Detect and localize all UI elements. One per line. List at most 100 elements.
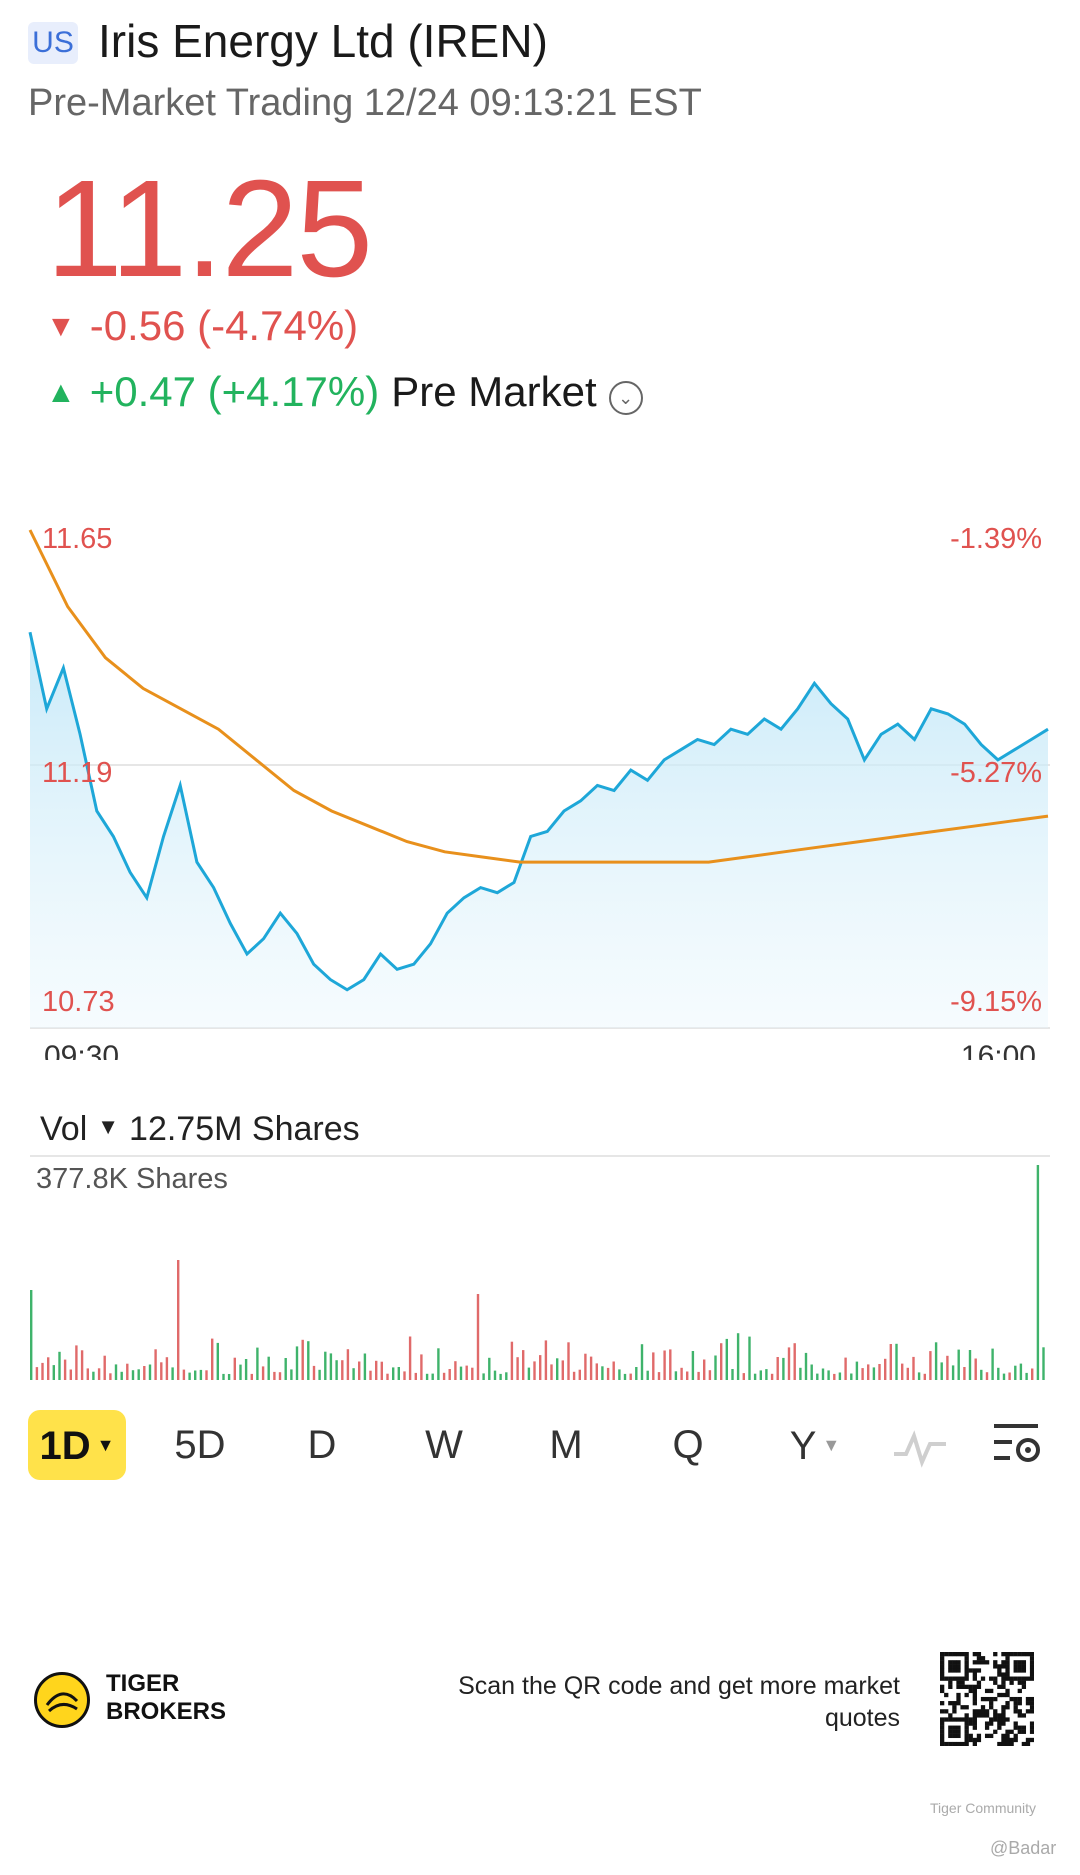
pre-market-row[interactable]: ▲ +0.47 (+4.17%) Pre Market ⌄ [46, 368, 643, 416]
volume-bar [386, 1373, 389, 1380]
volume-bar [30, 1290, 33, 1380]
volume-bar [663, 1350, 666, 1380]
period-tab-m[interactable]: M [549, 1423, 583, 1467]
volume-bar [606, 1367, 610, 1380]
volume-bar [1002, 1373, 1006, 1380]
volume-bar [946, 1355, 949, 1380]
volume-bar [392, 1367, 395, 1380]
volume-bar [505, 1372, 508, 1380]
volume-selector[interactable]: Vol ▼ 12.75M Shares [40, 1110, 360, 1149]
volume-bar [205, 1370, 208, 1380]
volume-bar [895, 1343, 898, 1380]
volume-bar [669, 1349, 672, 1380]
volume-bar [471, 1367, 474, 1380]
volume-bar [934, 1342, 938, 1380]
volume-bar [482, 1373, 485, 1380]
volume-bar [878, 1364, 881, 1380]
period-tab-1d[interactable]: 1D ▼ [28, 1410, 126, 1480]
volume-bar [465, 1365, 468, 1380]
volume-bar [369, 1370, 372, 1380]
volume-bar [425, 1373, 429, 1380]
volume-bar [1025, 1372, 1028, 1380]
volume-bar [1014, 1365, 1017, 1380]
volume-bar [346, 1349, 350, 1380]
volume-bar [544, 1340, 548, 1380]
volume-bar [867, 1364, 870, 1380]
volume-bar [86, 1368, 89, 1380]
volume-bar [680, 1367, 683, 1380]
volume-bar [635, 1367, 638, 1380]
qr-code[interactable] [940, 1652, 1034, 1746]
volume-bar [527, 1367, 531, 1380]
volume-bar [748, 1336, 751, 1380]
volume-bar [341, 1360, 344, 1380]
volume-bar [47, 1357, 50, 1380]
volume-bar [776, 1357, 779, 1380]
volume-bar [584, 1353, 587, 1380]
volume-bar [137, 1369, 140, 1380]
volume-bar [623, 1373, 627, 1380]
time-axis-end-label: 16:00 [961, 1040, 1036, 1060]
volume-bar [363, 1353, 367, 1380]
volume-bar [239, 1364, 242, 1380]
volume-bar [850, 1373, 853, 1380]
volume-bar [550, 1364, 553, 1380]
volume-bar [80, 1350, 84, 1380]
volume-bar [165, 1357, 169, 1380]
volume-bar [572, 1371, 576, 1380]
period-tab-5d[interactable]: 5D [174, 1423, 226, 1467]
period-tab-q[interactable]: Q [672, 1423, 704, 1467]
volume-bar [691, 1351, 695, 1380]
volume-bar [510, 1341, 514, 1380]
period-tab-w[interactable]: W [425, 1423, 463, 1467]
volume-bar [459, 1366, 463, 1380]
volume-bar [991, 1348, 994, 1380]
dropdown-arrow-icon: ▼ [822, 1435, 841, 1455]
volume-bar [109, 1373, 112, 1380]
period-tab-d[interactable]: D [307, 1423, 337, 1467]
volume-bar [742, 1373, 745, 1380]
volume-bar [358, 1361, 361, 1380]
author-watermark: @Badar [990, 1838, 1057, 1858]
volume-bar [194, 1370, 197, 1380]
price-area-fill [30, 632, 1048, 1028]
volume-bar [160, 1362, 163, 1380]
volume-bar [431, 1373, 434, 1380]
volume-bar [816, 1373, 819, 1380]
volume-bar [1019, 1363, 1023, 1380]
volume-bar [765, 1369, 768, 1380]
intraday-chart[interactable]: 11.65 11.19 10.73 -1.39% -5.27% -9.15% 0… [0, 500, 1080, 1060]
volume-bar [35, 1367, 39, 1380]
volume-bar [912, 1356, 915, 1380]
chevron-down-icon[interactable]: ⌄ [608, 381, 643, 415]
volume-bar [838, 1372, 842, 1380]
period-tab-y[interactable]: Y ▼ [789, 1424, 841, 1468]
average-price-line [28, 529, 1049, 864]
volume-bar [261, 1366, 265, 1380]
volume-bar [454, 1361, 457, 1380]
volume-bar [985, 1372, 989, 1380]
volume-bar [963, 1367, 966, 1380]
time-axis-start-label: 09:30 [44, 1040, 119, 1060]
volume-bar [556, 1358, 559, 1380]
volume-bar [827, 1370, 830, 1380]
volume-bar [408, 1336, 412, 1380]
volume-bar [731, 1369, 734, 1380]
volume-bar [539, 1355, 542, 1380]
volume-bar [810, 1364, 813, 1380]
y-axis-low-label: 10.73 [42, 986, 115, 1018]
volume-bar [329, 1353, 333, 1380]
volume-bar [782, 1357, 785, 1380]
volume-bar [131, 1370, 135, 1380]
volume-bar [301, 1339, 304, 1380]
volume-bar [177, 1260, 180, 1380]
volume-bar [58, 1351, 61, 1380]
volume-bar [720, 1343, 723, 1380]
volume-bar [222, 1373, 225, 1380]
chart-type-icon[interactable] [890, 1424, 950, 1468]
up-triangle-icon: ▲ [46, 376, 76, 409]
volume-bar [861, 1368, 864, 1380]
trading-session-timestamp: Pre-Market Trading 12/24 09:13:21 EST [28, 82, 702, 124]
volume-bar [120, 1371, 123, 1380]
chart-settings-icon[interactable] [990, 1418, 1046, 1472]
